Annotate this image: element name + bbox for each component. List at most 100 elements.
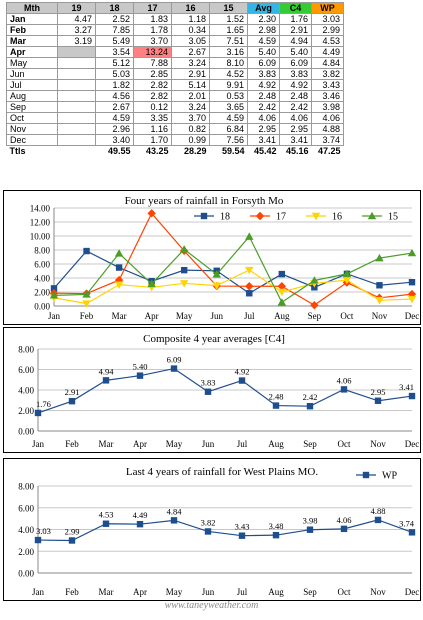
value-cell: 5.49 xyxy=(95,35,134,47)
value-cell: 6.84 xyxy=(209,123,248,135)
data-label: 2.91 xyxy=(65,387,80,397)
total-cell: 49.55 xyxy=(107,146,131,156)
value-cell: 4.06 xyxy=(279,112,312,124)
month-cell: Jul xyxy=(6,79,58,91)
table-header-cell: 17 xyxy=(133,2,172,14)
x-tick-label: Dec xyxy=(405,587,420,597)
data-point xyxy=(310,300,319,310)
data-point xyxy=(170,365,178,372)
value-cell: 3.46 xyxy=(311,90,344,102)
chart-title: Composite 4 year averages [C4] xyxy=(143,333,285,345)
totals-label: Ttls xyxy=(9,146,26,156)
data-label: 5.40 xyxy=(133,362,148,372)
value-cell: 2.30 xyxy=(247,13,280,25)
totals-row: Ttls 49.55 43.25 28.29 59.54 45.42 45.16 47.25 xyxy=(7,146,344,157)
y-tick-label: 8.00 xyxy=(18,482,34,492)
data-point xyxy=(204,388,212,395)
data-point xyxy=(82,300,91,308)
value-cell: 2.42 xyxy=(247,101,280,113)
series-line xyxy=(53,269,413,305)
value-cell: 2.82 xyxy=(133,79,172,91)
data-point xyxy=(245,282,254,291)
data-point xyxy=(102,377,110,384)
data-label: 2.95 xyxy=(371,387,386,397)
value-cell xyxy=(57,57,96,69)
y-tick-label: 6.00 xyxy=(18,365,34,375)
value-cell: 3.03 xyxy=(311,13,344,25)
month-cell: Aug xyxy=(6,90,58,102)
value-cell: 9.91 xyxy=(209,79,248,91)
series-line xyxy=(53,212,413,306)
value-cell: 3.24 xyxy=(171,101,210,113)
value-cell: 1.52 xyxy=(209,13,248,25)
value-cell: 3.83 xyxy=(247,68,280,80)
data-point xyxy=(340,386,348,393)
data-point xyxy=(245,266,254,275)
data-point xyxy=(342,276,352,285)
value-cell: 2.42 xyxy=(279,101,312,113)
value-cell: 2.52 xyxy=(95,13,134,25)
table-row: May 5.12 7.88 3.24 8.10 6.09 6.09 4.84 xyxy=(6,57,344,69)
table-header-cell: WP xyxy=(311,2,344,14)
value-cell: 5.40 xyxy=(279,46,312,58)
data-label: 3.03 xyxy=(36,526,51,536)
value-cell: 5.14 xyxy=(171,79,210,91)
month-cell: Nov xyxy=(6,123,58,135)
data-point xyxy=(272,531,280,539)
y-tick-label: 14.00 xyxy=(30,204,51,214)
data-point xyxy=(68,537,76,544)
value-cell xyxy=(57,68,96,80)
value-cell: 4.94 xyxy=(279,35,312,47)
series-line xyxy=(53,235,413,304)
y-tick-label: 2.00 xyxy=(34,288,50,298)
data-point xyxy=(376,282,383,289)
table-row: Nov 2.96 1.16 0.82 6.84 2.95 2.95 4.88 xyxy=(6,123,344,135)
value-cell: 3.82 xyxy=(311,68,344,80)
data-label: 4.53 xyxy=(99,510,114,520)
value-cell: 3.83 xyxy=(279,68,312,80)
data-point xyxy=(246,290,253,297)
month-cell: May xyxy=(6,57,58,69)
value-cell: 4.88 xyxy=(311,123,344,135)
value-cell: 3.41 xyxy=(279,134,312,146)
value-cell: 3.41 xyxy=(247,134,280,146)
total-cell: 59.54 xyxy=(221,146,245,156)
data-point xyxy=(204,528,212,535)
x-tick-label: Mar xyxy=(99,439,114,449)
data-point xyxy=(136,372,144,379)
value-cell: 1.16 xyxy=(133,123,172,135)
y-tick-label: 4.00 xyxy=(18,525,34,535)
total-cell: 28.29 xyxy=(183,146,207,156)
value-cell: 4.47 xyxy=(57,13,96,25)
value-cell: 7.51 xyxy=(209,35,248,47)
x-tick-label: Jul xyxy=(237,439,248,449)
data-point xyxy=(408,529,416,536)
data-point xyxy=(179,280,189,288)
value-cell: 3.98 xyxy=(311,101,344,113)
table-header-row: Mth 19 18 17 16 15 Avg C4 WP xyxy=(6,2,344,14)
data-point xyxy=(310,276,319,284)
data-label: 3.98 xyxy=(303,516,318,526)
data-label: 4.88 xyxy=(371,506,386,516)
data-label: 3.83 xyxy=(201,378,216,388)
value-cell: 3.54 xyxy=(95,46,134,58)
y-tick-label: 10.00 xyxy=(30,232,51,242)
value-cell: 3.40 xyxy=(95,134,134,146)
table-row: Jul 1.82 2.82 5.14 9.91 4.92 4.92 3.43 xyxy=(6,79,344,91)
value-cell: 3.27 xyxy=(57,24,96,36)
value-cell: 2.01 xyxy=(171,90,210,102)
x-tick-label: Aug xyxy=(268,439,284,449)
x-tick-label: Aug xyxy=(274,311,290,321)
legend-label: 16 xyxy=(332,212,342,223)
data-point xyxy=(238,532,246,539)
value-cell: 3.43 xyxy=(311,79,344,91)
data-label: 4.84 xyxy=(167,506,183,516)
value-cell: 2.95 xyxy=(247,123,280,135)
value-cell: 8.10 xyxy=(209,57,248,69)
value-cell: 2.95 xyxy=(279,123,312,135)
value-cell: 3.70 xyxy=(171,112,210,124)
data-label: 2.48 xyxy=(269,392,284,402)
x-tick-label: Mar xyxy=(112,311,127,321)
west-plains-svg: Last 4 years of rainfall for West Plains… xyxy=(18,466,420,597)
x-tick-label: Sep xyxy=(303,587,317,597)
